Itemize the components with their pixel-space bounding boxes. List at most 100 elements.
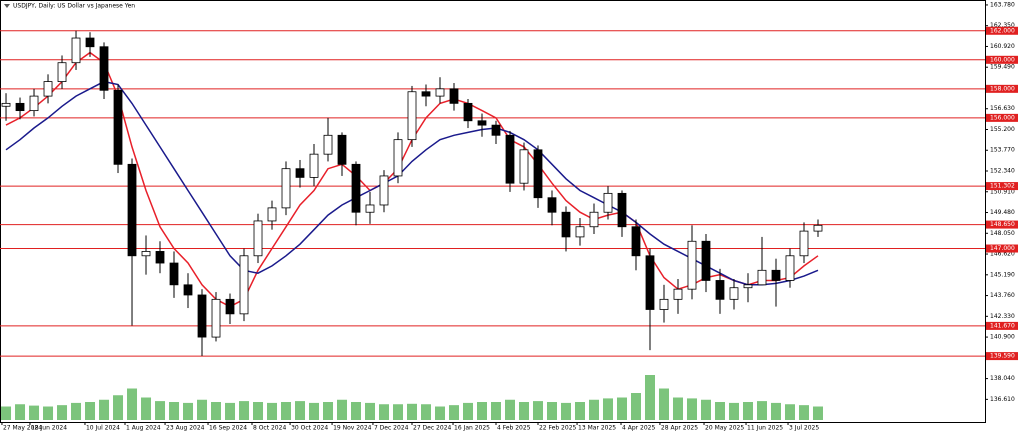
- x-tick-label: 10 Jul 2024: [86, 425, 120, 432]
- candle-body: [603, 192, 613, 213]
- x-tick-label: 20 May 2025: [705, 425, 744, 432]
- volume-bar: [267, 402, 278, 420]
- candle-body: [127, 163, 137, 257]
- x-tick-label: 23 Aug 2024: [166, 425, 205, 432]
- level-label-box: [986, 182, 1018, 191]
- x-tick-label: 27 May 2024: [3, 425, 42, 432]
- y-tick-label: 149.480: [990, 209, 1015, 216]
- y-tick-label: 140.900: [990, 334, 1015, 341]
- candle-body: [701, 240, 711, 281]
- candle-body: [631, 226, 641, 257]
- x-tick-label: 18 Jun 2024: [31, 425, 67, 432]
- level-label-box: [986, 352, 1018, 361]
- candle-body: [113, 89, 123, 165]
- volume-bar: [169, 402, 180, 420]
- level-label: 156.000: [990, 114, 1015, 121]
- volume-bar: [686, 398, 697, 420]
- candle-body: [659, 298, 669, 310]
- candle-body: [477, 120, 487, 126]
- candle-body: [715, 280, 725, 300]
- candle-body: [267, 207, 277, 222]
- candle-body: [799, 230, 809, 257]
- candle-body: [729, 287, 739, 300]
- candle-body: [155, 251, 165, 264]
- volume-bar: [602, 398, 613, 420]
- volume-bar: [504, 399, 515, 420]
- volume-bar: [253, 402, 264, 420]
- x-tick-label: 16 Sep 2024: [209, 425, 247, 432]
- volume-bar: [728, 402, 739, 420]
- candle-body: [533, 149, 543, 199]
- y-tick-label: 159.490: [990, 64, 1015, 71]
- x-tick-label: 30 Oct 2024: [291, 425, 328, 432]
- level-label-box: [986, 244, 1018, 253]
- y-tick-label: 138.040: [990, 375, 1015, 382]
- volume-bar: [183, 402, 194, 420]
- volume-bar: [85, 402, 96, 420]
- candle-body: [673, 288, 683, 300]
- volume-bar: [560, 402, 571, 420]
- volume-bar: [518, 402, 529, 420]
- candle-body: [379, 175, 389, 206]
- volume-bar: [323, 402, 334, 420]
- volume-bar: [477, 402, 488, 420]
- volume-bar: [225, 402, 236, 420]
- volume-bar: [658, 388, 669, 420]
- volume-bar: [113, 395, 124, 420]
- candle-body: [1, 102, 11, 107]
- candle-body: [239, 255, 249, 315]
- x-tick-label: 22 Feb 2025: [539, 425, 577, 432]
- candle-body: [393, 139, 403, 177]
- y-tick-label: 155.200: [990, 126, 1015, 133]
- volume-bar: [141, 397, 152, 420]
- plot-frame: [0, 0, 986, 423]
- candle-body: [575, 226, 585, 238]
- candle-body: [435, 88, 445, 97]
- volume-bar: [700, 399, 711, 420]
- x-tick-label: 13 Mar 2025: [578, 425, 616, 432]
- x-tick-label: 1 Aug 2024: [126, 425, 161, 432]
- volume-bar: [798, 405, 809, 420]
- volume-bar: [756, 401, 767, 420]
- candle-body: [295, 168, 305, 178]
- candle-body: [771, 269, 781, 281]
- volume-bar: [812, 406, 823, 420]
- y-tick-label: 152.340: [990, 168, 1015, 175]
- y-tick-label: 156.630: [990, 105, 1015, 112]
- candle-body: [337, 134, 347, 165]
- volume-bar: [490, 402, 501, 420]
- candle-body: [99, 46, 109, 91]
- candle-body: [561, 211, 571, 238]
- chart-title: USDJPY, Daily: US Dollar vs Japanese Yen: [13, 3, 135, 10]
- volume-bar: [365, 402, 376, 420]
- candle-body: [519, 149, 529, 184]
- y-tick-label: 150.910: [990, 188, 1015, 195]
- y-tick-label: 142.330: [990, 313, 1015, 320]
- x-tick-label: 19 Nov 2024: [333, 425, 372, 432]
- x-tick-label: 4 Feb 2025: [497, 425, 531, 432]
- candle-body: [309, 153, 319, 178]
- level-label: 162.000: [990, 27, 1015, 34]
- y-tick-label: 146.620: [990, 251, 1015, 258]
- volume-bar: [672, 397, 683, 420]
- volume-bar: [309, 402, 320, 420]
- volume-bar: [588, 399, 599, 420]
- candle-body: [463, 102, 473, 122]
- volume-bar: [1, 406, 12, 420]
- volume-bar: [784, 404, 795, 420]
- moving-average: [5, 80, 819, 286]
- candle-body: [547, 197, 557, 213]
- volume-bar: [770, 402, 781, 420]
- x-tick-label: 27 Dec 2024: [413, 425, 452, 432]
- volume-bar: [295, 401, 306, 420]
- candle-body: [183, 284, 193, 296]
- level-label-box: [986, 113, 1018, 122]
- volume-bar: [393, 404, 404, 420]
- volume-bar: [574, 402, 585, 420]
- candle-body: [449, 88, 459, 104]
- candle-body: [197, 294, 207, 338]
- level-label-box: [986, 220, 1018, 229]
- candle-body: [617, 192, 627, 228]
- volume-bar: [421, 404, 432, 420]
